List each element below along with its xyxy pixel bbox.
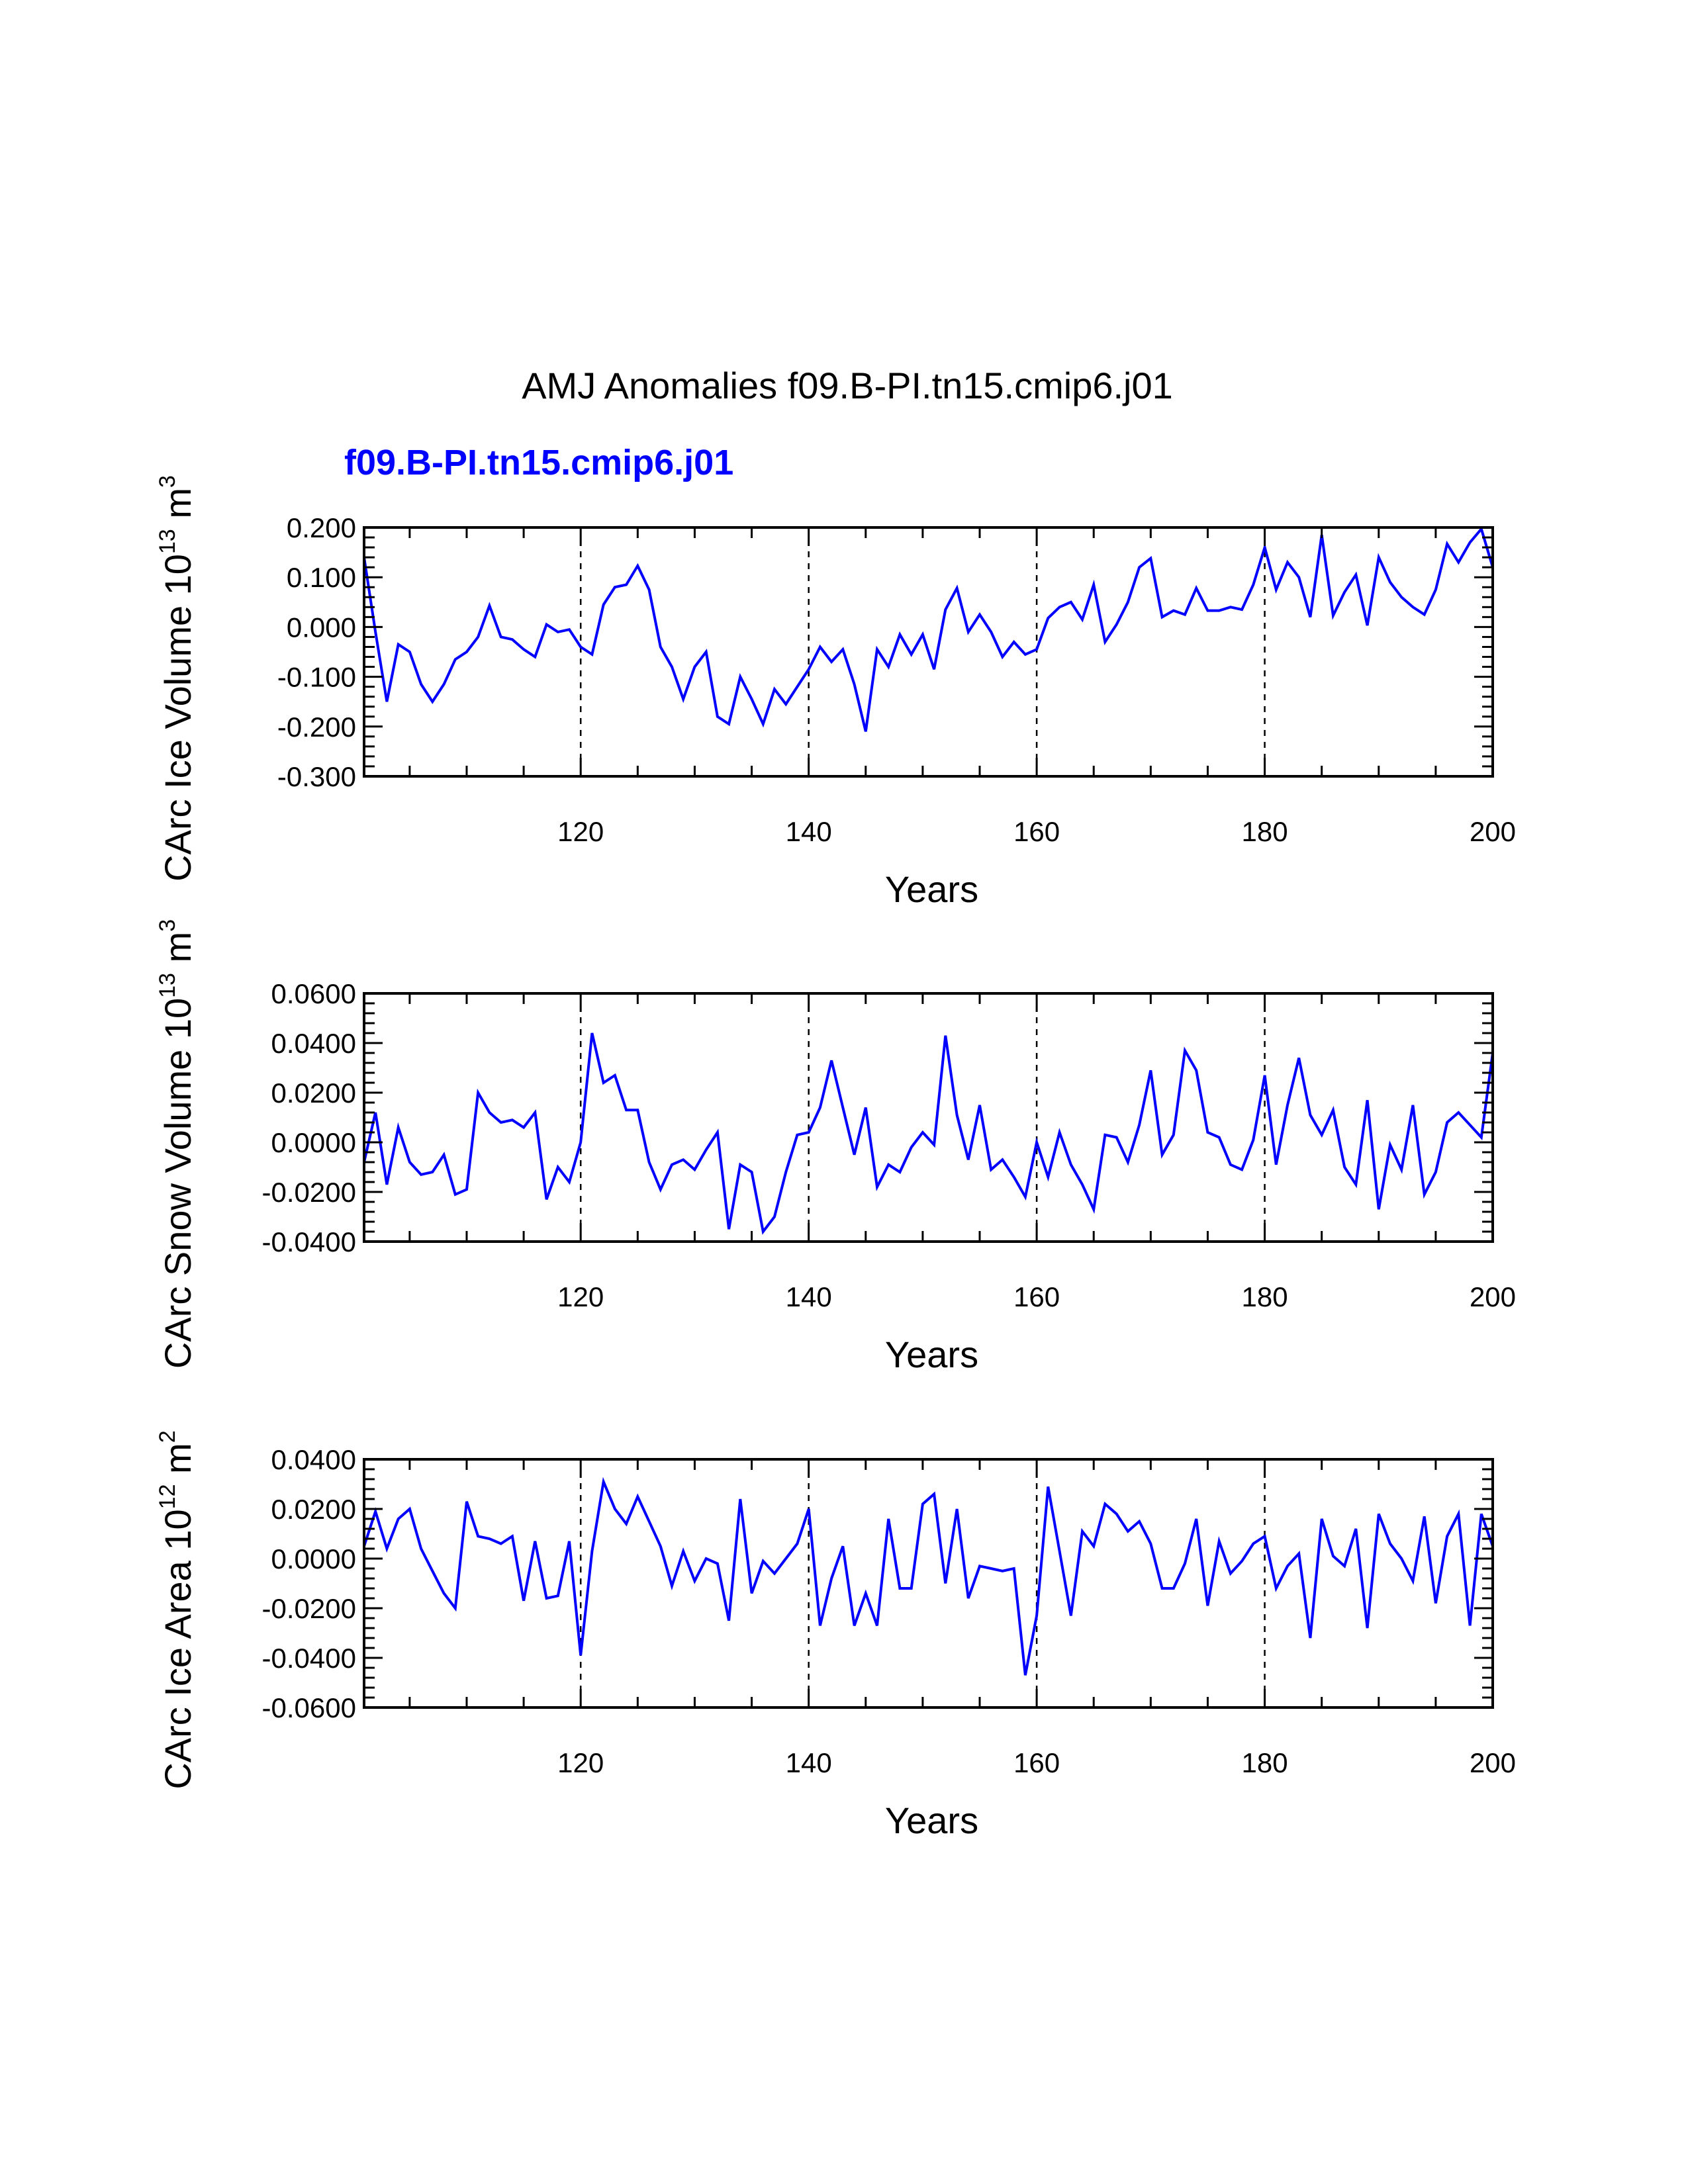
x-tick-label: 200	[1470, 816, 1516, 847]
y-axis-title: CArc Ice Area 1012 m2	[155, 1430, 199, 1789]
panel-snow-volume: -0.0400 -0.0200 0.0000 0.0200 0.0400 0.0600 12…	[155, 919, 1516, 1375]
panel-ice-volume: -0.300 -0.200 -0.100 0.000 0.100 0.200 120 140 1…	[155, 475, 1516, 910]
x-tick-label: 160	[1013, 1281, 1060, 1312]
plot-frame	[363, 526, 1494, 778]
x-tick-label: 160	[1013, 816, 1060, 847]
x-tick-label: 140	[786, 816, 832, 847]
y-tick-label: 0.0600	[271, 978, 356, 1009]
y-tick-label: -0.0200	[262, 1177, 356, 1208]
y-tick-label: -0.0200	[262, 1593, 356, 1624]
x-tick-label: 180	[1242, 1281, 1288, 1312]
y-tick-label: 0.0200	[271, 1494, 356, 1525]
x-tick-label: 180	[1242, 1747, 1288, 1778]
y-tick-label: 0.100	[287, 562, 356, 593]
series-line	[363, 1032, 1494, 1235]
panel-ice-area: -0.0600 -0.0400 -0.0200 0.0000 0.0200 0.0400 1…	[155, 1430, 1516, 1841]
y-tick-label: -0.300	[277, 761, 356, 792]
x-axis-title: Years	[885, 868, 978, 910]
x-tick-label: 200	[1470, 1747, 1516, 1778]
case-subtitle: f09.B-PI.tn15.cmip6.j01	[344, 443, 733, 482]
series-line	[363, 526, 1494, 732]
y-tick-label: -0.0400	[262, 1643, 356, 1674]
plot-frame	[363, 992, 1494, 1243]
y-tick-label: 0.000	[287, 612, 356, 643]
x-tick-label: 200	[1470, 1281, 1516, 1312]
x-tick-label: 140	[786, 1747, 832, 1778]
y-tick-label: -0.200	[277, 711, 356, 743]
y-axis-title: CArc Snow Volume 1013 m3	[155, 919, 199, 1369]
y-tick-label: -0.0600	[262, 1692, 356, 1723]
x-axis-title: Years	[885, 1334, 978, 1375]
y-tick-label: 0.0400	[271, 1444, 356, 1475]
x-tick-label: 140	[786, 1281, 832, 1312]
x-tick-label: 160	[1013, 1747, 1060, 1778]
y-tick-label: 0.0000	[271, 1127, 356, 1158]
x-tick-label: 120	[557, 816, 604, 847]
figure-title: AMJ Anomalies f09.B-PI.tn15.cmip6.j01	[522, 365, 1173, 406]
x-tick-label: 120	[557, 1747, 604, 1778]
x-tick-label: 120	[557, 1281, 604, 1312]
y-tick-label: 0.0000	[271, 1543, 356, 1574]
y-tick-label: 0.0400	[271, 1028, 356, 1059]
y-tick-label: -0.100	[277, 662, 356, 693]
y-tick-label: 0.0200	[271, 1077, 356, 1109]
y-tick-label: -0.0400	[262, 1226, 356, 1257]
series-line	[363, 1477, 1494, 1676]
x-tick-label: 180	[1242, 816, 1288, 847]
plot-frame	[363, 1458, 1494, 1709]
y-tick-label: 0.200	[287, 512, 356, 543]
y-axis-title: CArc Ice Volume 1013 m3	[155, 475, 199, 882]
x-axis-title: Years	[885, 1799, 978, 1841]
